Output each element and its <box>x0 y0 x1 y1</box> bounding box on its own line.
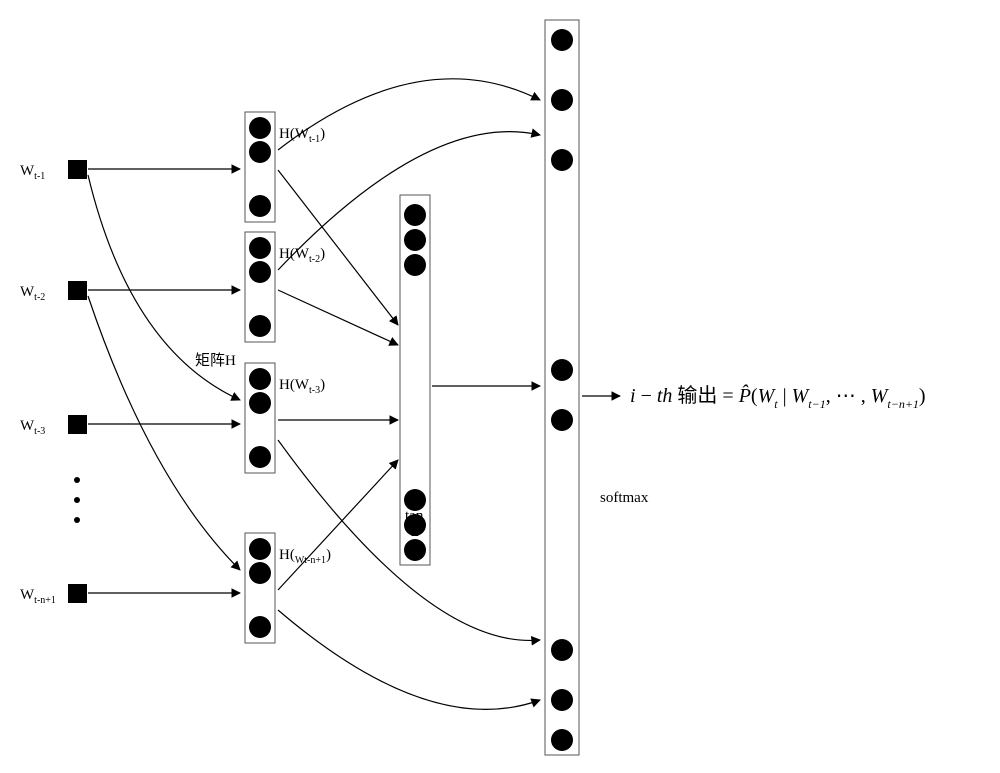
softmax-dot <box>551 409 573 431</box>
ellipsis-dot <box>74 497 80 503</box>
input-label: Wt-3 <box>20 418 45 437</box>
ellipsis-dot <box>74 477 80 483</box>
arrow-embed-tanh <box>278 290 398 345</box>
input-label: Wt-2 <box>20 284 45 303</box>
embed-label: H(Wt-1) <box>279 126 325 145</box>
embed-dot <box>249 616 271 638</box>
softmax-dot <box>551 639 573 661</box>
curve-embed-softmax <box>278 610 540 709</box>
diagram-canvas: softmaxtanhH(Wt-1)H(Wt-2)H(Wt-3)H(Wt-n+1… <box>0 0 1000 773</box>
softmax-label: softmax <box>600 490 649 506</box>
tanh-dot <box>404 204 426 226</box>
embed-dot <box>249 195 271 217</box>
softmax-dot <box>551 29 573 51</box>
softmax-dot <box>551 359 573 381</box>
embed-dot <box>249 237 271 259</box>
tanh-dot <box>404 539 426 561</box>
embed-dot <box>249 392 271 414</box>
embed-dot <box>249 446 271 468</box>
embed-dot <box>249 315 271 337</box>
input-square <box>68 584 87 603</box>
matrix-h-label: 矩阵H <box>195 352 236 369</box>
input-label: Wt-n+1 <box>20 587 56 606</box>
embed-label: H(Wt-n+1) <box>279 547 331 566</box>
embed-dot <box>249 368 271 390</box>
softmax-dot <box>551 149 573 171</box>
output-formula: i − th 输出 = P̂(Wt | Wt−1, ⋯ , Wt−n+1) <box>630 384 926 411</box>
embed-dot <box>249 141 271 163</box>
ellipsis-dot <box>74 517 80 523</box>
embed-label: H(Wt-3) <box>279 377 325 396</box>
input-label: Wt-1 <box>20 163 45 182</box>
softmax-dot <box>551 89 573 111</box>
embed-dot <box>249 562 271 584</box>
embed-dot <box>249 261 271 283</box>
tanh-dot <box>404 229 426 251</box>
input-square <box>68 281 87 300</box>
embed-dot <box>249 117 271 139</box>
softmax-dot <box>551 729 573 751</box>
embed-dot <box>249 538 271 560</box>
arrow-embed-tanh <box>278 460 398 590</box>
input-square <box>68 160 87 179</box>
tanh-label: tan <box>405 508 424 524</box>
tanh-dot <box>404 254 426 276</box>
curve-input-embed <box>88 296 240 570</box>
softmax-dot <box>551 689 573 711</box>
input-square <box>68 415 87 434</box>
tanh-label-2: h <box>411 524 419 540</box>
